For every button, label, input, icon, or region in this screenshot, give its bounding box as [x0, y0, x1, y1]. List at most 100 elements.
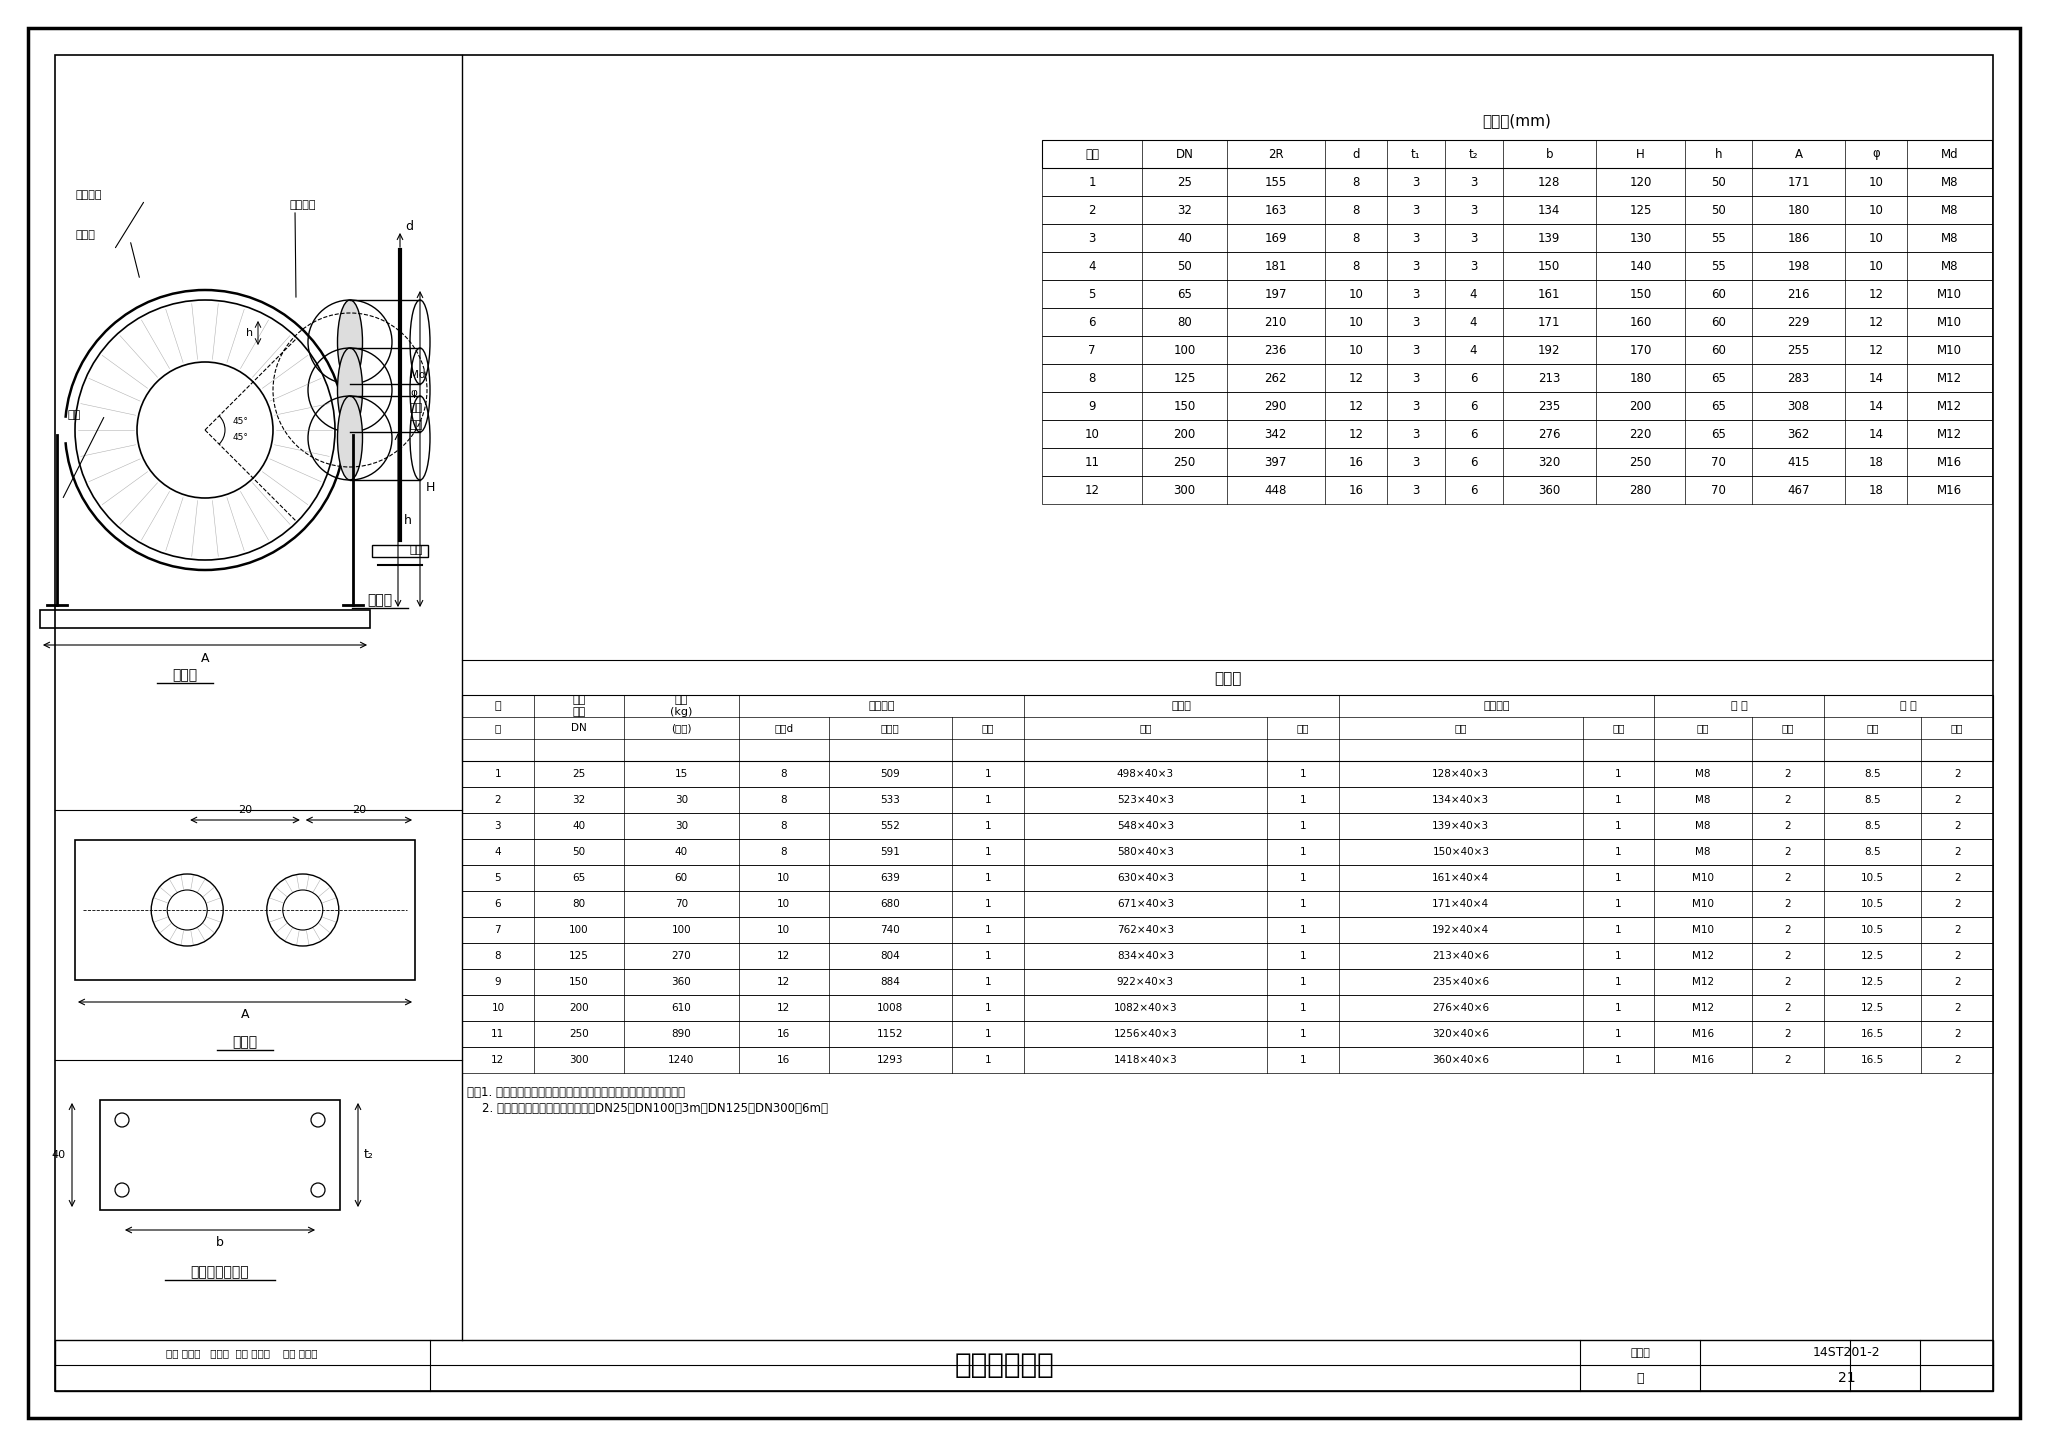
Text: 14: 14 [1870, 428, 1884, 441]
Text: 10: 10 [778, 899, 791, 910]
Bar [1042, 448, 1993, 476]
Text: 2: 2 [1784, 925, 1792, 936]
Text: 12.5: 12.5 [1862, 951, 1884, 962]
Text: 276: 276 [1538, 428, 1561, 441]
Text: 1: 1 [1616, 1056, 1622, 1066]
Text: 2: 2 [1954, 873, 1960, 884]
Text: 12.5: 12.5 [1862, 1004, 1884, 1014]
Text: 1: 1 [1300, 1004, 1307, 1014]
Bar [463, 995, 1993, 1021]
Text: M8: M8 [1696, 847, 1710, 857]
Text: M8: M8 [1696, 769, 1710, 779]
Text: M10: M10 [1692, 873, 1714, 884]
Text: 8: 8 [780, 821, 786, 831]
Text: 255: 255 [1788, 344, 1810, 357]
Text: M8: M8 [1942, 259, 1958, 272]
Text: 16: 16 [778, 1056, 791, 1066]
Text: 10: 10 [1870, 231, 1884, 244]
Bar [463, 761, 1993, 787]
Text: 2: 2 [1087, 204, 1096, 217]
Text: 1: 1 [1616, 873, 1622, 884]
Text: 134×40×3: 134×40×3 [1432, 795, 1489, 805]
Text: 155: 155 [1264, 175, 1286, 188]
Text: 210: 210 [1264, 315, 1286, 328]
Text: 16: 16 [1348, 483, 1364, 496]
Text: 8: 8 [1352, 204, 1360, 217]
Text: 2: 2 [1784, 1056, 1792, 1066]
Text: 360×40×6: 360×40×6 [1432, 1056, 1489, 1066]
Text: M16: M16 [1692, 1056, 1714, 1066]
Text: 4: 4 [1087, 259, 1096, 272]
Text: 2: 2 [1954, 899, 1960, 910]
Bar [1042, 197, 1993, 224]
Text: 250: 250 [1174, 455, 1196, 469]
Text: 552: 552 [881, 821, 901, 831]
Text: 884: 884 [881, 977, 901, 988]
Text: 个数: 个数 [1782, 723, 1794, 733]
Text: 6: 6 [494, 899, 502, 910]
Text: 50: 50 [1178, 259, 1192, 272]
Bar [1042, 419, 1993, 448]
Text: 1: 1 [985, 1004, 991, 1014]
Text: 55: 55 [1710, 231, 1726, 244]
Text: 290: 290 [1264, 399, 1286, 412]
Text: 235×40×6: 235×40×6 [1432, 977, 1489, 988]
Text: 2: 2 [1784, 977, 1792, 988]
Text: 280: 280 [1630, 483, 1651, 496]
Text: 2: 2 [1954, 951, 1960, 962]
Text: 680: 680 [881, 899, 901, 910]
Text: 200: 200 [1630, 399, 1651, 412]
Text: 533: 533 [881, 795, 901, 805]
Text: 8: 8 [494, 951, 502, 962]
Text: b: b [1546, 147, 1552, 161]
Text: 1: 1 [1616, 795, 1622, 805]
Text: 3: 3 [1411, 175, 1419, 188]
Text: 16.5: 16.5 [1862, 1056, 1884, 1066]
Bar [463, 969, 1993, 995]
Text: 171: 171 [1788, 175, 1810, 188]
Text: 10: 10 [492, 1004, 504, 1014]
Text: 70: 70 [1710, 483, 1726, 496]
Text: 25: 25 [571, 769, 586, 779]
Text: DN: DN [571, 723, 586, 733]
Text: 21: 21 [1837, 1371, 1855, 1385]
Text: 10: 10 [1870, 204, 1884, 217]
Text: 610: 610 [672, 1004, 690, 1014]
Text: 20: 20 [238, 805, 252, 816]
Text: 1418×40×3: 1418×40×3 [1114, 1056, 1178, 1066]
Text: 30: 30 [674, 821, 688, 831]
Text: 1: 1 [1300, 925, 1307, 936]
Text: M10: M10 [1937, 344, 1962, 357]
Text: 10: 10 [1348, 344, 1364, 357]
Text: M8: M8 [1696, 821, 1710, 831]
Text: 螺 母: 螺 母 [1731, 701, 1747, 711]
Text: 186: 186 [1788, 231, 1810, 244]
Bar [463, 696, 1993, 761]
Bar [463, 891, 1993, 917]
Text: 100: 100 [672, 925, 690, 936]
Text: 1: 1 [985, 1056, 991, 1066]
Text: 3: 3 [1470, 204, 1477, 217]
Text: 3: 3 [494, 821, 502, 831]
Text: φ: φ [1872, 147, 1880, 161]
Text: h: h [403, 513, 412, 526]
Text: 尺寸表(mm): 尺寸表(mm) [1483, 113, 1552, 129]
Text: 1: 1 [985, 951, 991, 962]
Text: 2: 2 [1784, 899, 1792, 910]
Text: 125: 125 [1630, 204, 1651, 217]
Text: 1: 1 [1616, 1004, 1622, 1014]
Text: 140: 140 [1630, 259, 1651, 272]
Text: 32: 32 [571, 795, 586, 805]
Text: t₂: t₂ [365, 1148, 375, 1161]
Text: 120: 120 [1630, 175, 1651, 188]
Text: 坠圈: 坠圈 [410, 419, 424, 429]
Text: 10: 10 [1870, 259, 1884, 272]
Text: 1: 1 [1300, 899, 1307, 910]
Text: 30: 30 [674, 795, 688, 805]
Text: 16.5: 16.5 [1862, 1030, 1884, 1040]
Text: 2: 2 [1954, 925, 1960, 936]
Ellipse shape [338, 299, 362, 385]
Text: 40: 40 [674, 847, 688, 857]
Text: 170: 170 [1630, 344, 1651, 357]
Text: 50: 50 [571, 847, 586, 857]
